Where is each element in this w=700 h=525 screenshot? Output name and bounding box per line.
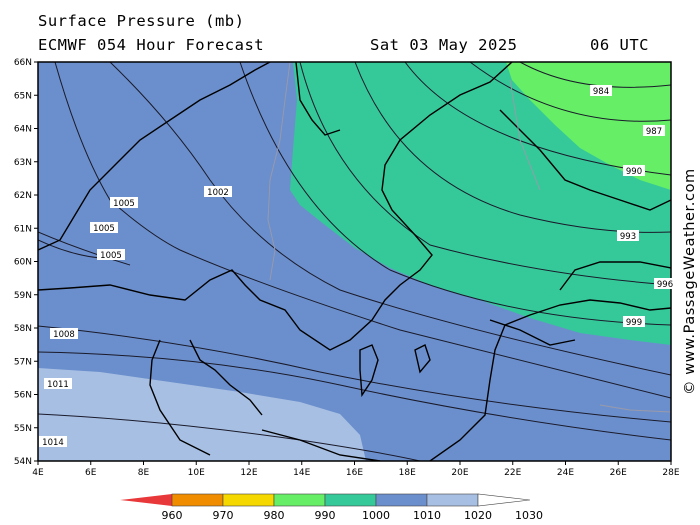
lat-tick-label: 61N bbox=[14, 224, 32, 234]
legend-label: 1030 bbox=[515, 509, 543, 522]
lon-tick-label: 8E bbox=[138, 468, 150, 478]
legend-label: 960 bbox=[162, 509, 183, 522]
lon-tick-label: 6E bbox=[85, 468, 97, 478]
legend-swatch bbox=[273, 493, 326, 507]
lon-tick-label: 24E bbox=[557, 468, 574, 478]
isobar-label-bg bbox=[617, 230, 639, 241]
isobar-label: 1014 bbox=[42, 438, 64, 448]
lon-tick-label: 10E bbox=[188, 468, 205, 478]
lat-tick-label: 62N bbox=[14, 191, 32, 201]
lon-tick-label: 22E bbox=[504, 468, 521, 478]
lon-tick-label: 26E bbox=[610, 468, 627, 478]
isobar-label: 993 bbox=[620, 232, 636, 242]
lon-tick-label: 12E bbox=[240, 468, 257, 478]
isobar-label-bg bbox=[623, 165, 645, 176]
isobar-label: 996 bbox=[657, 280, 673, 290]
legend-label: 1000 bbox=[362, 509, 390, 522]
lat-tick-label: 55N bbox=[14, 424, 32, 434]
lat-tick-label: 60N bbox=[14, 258, 32, 268]
isobar-label: 1008 bbox=[53, 330, 75, 340]
lat-tick-label: 64N bbox=[14, 125, 32, 135]
isobar-label-bg bbox=[44, 378, 72, 389]
isobar-label: 999 bbox=[626, 318, 642, 328]
forecast-subtitle: ECMWF 054 Hour Forecast bbox=[38, 36, 265, 54]
isobar-label-bg bbox=[90, 222, 118, 233]
isobar-label-bg bbox=[110, 197, 138, 208]
isobar-label: 1005 bbox=[113, 199, 135, 209]
lat-tick-label: 63N bbox=[14, 158, 32, 168]
lat-tick-label: 54N bbox=[14, 457, 32, 467]
isobar-label-bg bbox=[643, 125, 665, 136]
legend-swatch bbox=[120, 494, 172, 506]
lat-tick-label: 59N bbox=[14, 291, 32, 301]
isobar-label-bg bbox=[97, 249, 125, 260]
lon-tick-label: 4E bbox=[32, 468, 44, 478]
legend-swatch bbox=[222, 493, 275, 507]
lat-tick-label: 57N bbox=[14, 357, 32, 367]
isobar-label-bg bbox=[50, 328, 78, 339]
lat-tick-label: 56N bbox=[14, 391, 32, 401]
legend-label: 970 bbox=[213, 509, 234, 522]
legend-swatch bbox=[477, 493, 531, 507]
legend-label: 980 bbox=[264, 509, 285, 522]
isobar-label: 987 bbox=[646, 127, 662, 137]
lat-tick-label: 66N bbox=[14, 58, 32, 68]
legend-label: 1020 bbox=[464, 509, 492, 522]
legend-swatch bbox=[171, 493, 224, 507]
legend-swatch bbox=[324, 493, 377, 507]
lat-tick-label: 58N bbox=[14, 324, 32, 334]
legend-label: 990 bbox=[315, 509, 336, 522]
isobar-lines bbox=[38, 62, 671, 461]
isobar-label: 990 bbox=[626, 167, 642, 177]
isobar-label: 1002 bbox=[207, 188, 229, 198]
isobar-label-bg bbox=[623, 316, 645, 327]
isobar-label-bg bbox=[39, 436, 67, 447]
fill-990-region bbox=[506, 62, 671, 190]
lon-tick-label: 18E bbox=[399, 468, 416, 478]
forecast-time: 06 UTC bbox=[590, 36, 649, 54]
chart-title: Surface Pressure (mb) bbox=[38, 12, 245, 30]
isobar-label: 1005 bbox=[100, 251, 122, 261]
lon-tick-label: 14E bbox=[293, 468, 310, 478]
lon-tick-label: 20E bbox=[451, 468, 468, 478]
isobar-label: 1005 bbox=[93, 224, 115, 234]
legend-swatch bbox=[426, 493, 479, 507]
coastlines bbox=[38, 62, 671, 461]
country-borders bbox=[267, 62, 671, 413]
color-legend: 960 970 980 990 1000 1010 1020 1030 bbox=[120, 493, 543, 522]
isobar-label: 1011 bbox=[47, 380, 69, 390]
lon-tick-label: 16E bbox=[346, 468, 363, 478]
isobar-label-bg bbox=[654, 278, 676, 289]
legend-label: 1010 bbox=[413, 509, 441, 522]
isobar-labels: 984 987 990 993 996 999 1002 1005 1005 1005 1008 10… bbox=[39, 85, 676, 448]
isobar-label: 984 bbox=[593, 87, 609, 97]
isobar-label-bg bbox=[590, 85, 612, 96]
isobar-label-bg bbox=[204, 186, 232, 197]
forecast-date: Sat 03 May 2025 bbox=[370, 36, 518, 54]
lon-tick-label: 28E bbox=[662, 468, 679, 478]
watermark-text: © www.PassageWeather.com bbox=[682, 168, 698, 395]
lat-tick-label: 65N bbox=[14, 91, 32, 101]
axis-ticks: 4E 6E 8E 10E 12E 14E 16E 18E 20E 22E 24E 26E 28E 54N 5… bbox=[14, 58, 680, 478]
legend-swatch bbox=[375, 493, 428, 507]
